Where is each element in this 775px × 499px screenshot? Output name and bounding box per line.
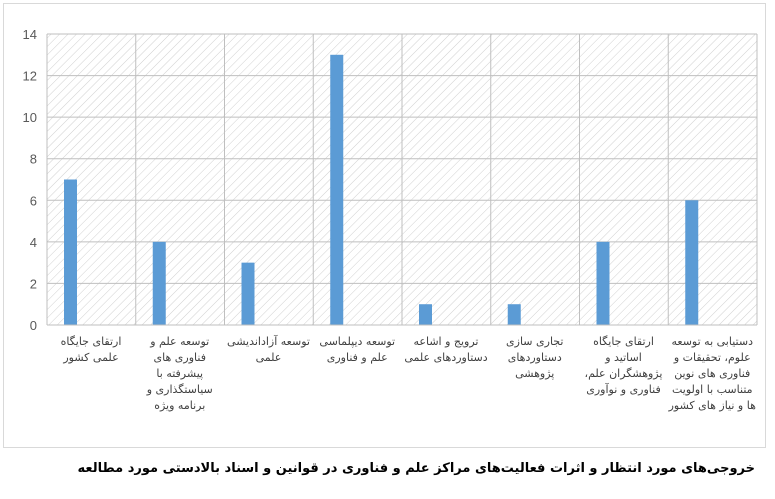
bar <box>685 200 699 325</box>
y-tick-label: 4 <box>30 235 37 250</box>
y-tick-label: 0 <box>30 318 37 333</box>
bar <box>152 241 166 325</box>
bar-chart: 0 2 4 6 8 10 12 14 <box>23 27 758 333</box>
x-tick-label: ارتقای جایگاه اساتید و پژوهشگران علم، فن… <box>584 335 663 396</box>
x-tick-label: ترویج و اشاعه دستاوردهای علمی <box>404 335 488 364</box>
chart-frame <box>3 3 766 448</box>
x-tick-label: دستیابی به توسعه علوم، تحقیقات و فناوری … <box>668 335 756 412</box>
y-tick-label: 6 <box>30 193 37 208</box>
y-tick-label: 14 <box>23 27 37 42</box>
bar <box>330 54 344 326</box>
y-tick-label: 8 <box>30 152 37 167</box>
x-tick-label: توسعه علم و فناوری های پیشرفته با سیاستگ… <box>146 335 213 412</box>
bar <box>64 179 77 325</box>
x-tick-label: توسعه دیپلماسی علم و فناوری <box>319 335 396 364</box>
bar <box>507 304 521 325</box>
bar <box>241 262 255 325</box>
x-tick-label: ارتقای جایگاه علمی کشور <box>60 335 122 364</box>
chart-title: خروجی‌های مورد انتظار و اثرات فعالیت‌های… <box>77 461 755 476</box>
x-tick-label: تجاری سازی دستاوردهای پژوهشی <box>506 335 564 380</box>
bar <box>596 241 610 325</box>
y-tick-label: 10 <box>23 110 37 125</box>
y-tick-label: 12 <box>23 69 37 84</box>
x-tick-label: توسعه آزاداندیشی علمی <box>227 335 310 364</box>
bar <box>419 304 432 325</box>
y-tick-label: 2 <box>30 276 37 291</box>
